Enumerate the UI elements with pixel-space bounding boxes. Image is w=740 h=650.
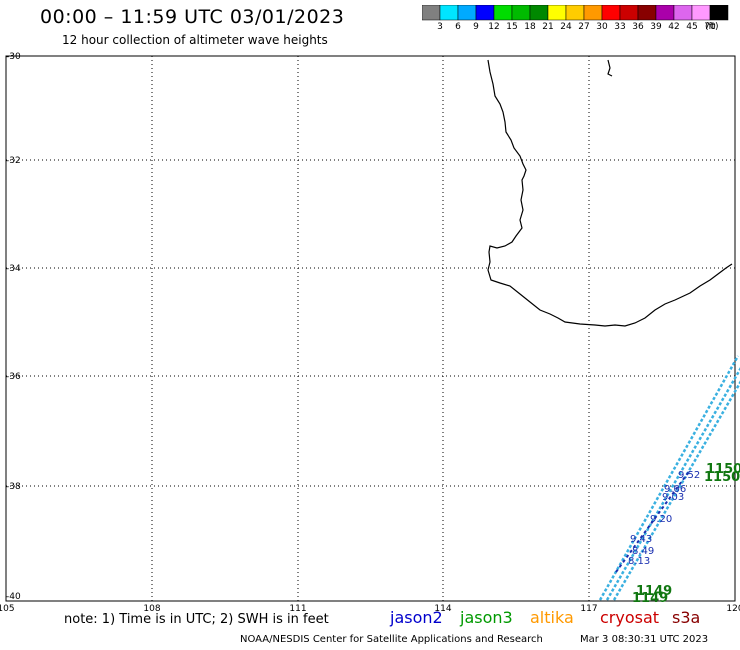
time-label: 1150 — [706, 462, 740, 477]
color-legend-label: 39 — [650, 22, 662, 32]
color-legend-label: 27 — [578, 22, 590, 32]
color-legend-unit: (ft) — [705, 22, 719, 32]
swh-value: 8.13 — [628, 556, 651, 567]
island — [607, 59, 613, 77]
color-legend-label: 33 — [614, 22, 626, 32]
color-legend-label: 18 — [524, 22, 536, 32]
color-legend-label: 3 — [437, 22, 443, 32]
swh-value: 9.06 — [664, 484, 687, 495]
coastline — [487, 59, 733, 327]
credit-line: NOAA/NESDIS Center for Satellite Applica… — [240, 634, 543, 645]
satellite-jason3-label: jason3 — [460, 608, 513, 627]
color-legend-label: 30 — [596, 22, 608, 32]
swh-value: 9.20 — [650, 514, 673, 525]
generated-timestamp: Mar 3 08:30:31 UTC 2023 — [580, 634, 709, 645]
color-legend-label: 9 — [473, 22, 479, 32]
map-frame — [5, 55, 736, 602]
satellite-s3a-label: s3a — [672, 608, 701, 627]
longitude-label: 114 — [434, 604, 452, 614]
color-legend-label: 24 — [560, 22, 572, 32]
color-legend-label: 21 — [542, 22, 554, 32]
color-legend-label: 70 — [704, 22, 716, 32]
latitude-label: -30 — [6, 52, 21, 62]
altimeter-tracks — [598, 355, 740, 601]
time-label: 1149 — [632, 591, 669, 606]
swh-value: 8.49 — [632, 546, 655, 557]
map-title: 00:00 – 11:59 UTC 03/01/2023 — [40, 6, 345, 28]
longitude-label: 117 — [580, 604, 598, 614]
color-legend-label: 36 — [632, 22, 644, 32]
swh-value: 9.03 — [662, 492, 685, 503]
time-label: 1150 — [704, 470, 740, 485]
time-label: 1149 — [636, 584, 673, 599]
color-legend-label: 42 — [668, 22, 680, 32]
latitude-label: -38 — [6, 482, 21, 492]
color-swatch — [709, 5, 729, 21]
longitude-label: 108 — [143, 604, 161, 614]
color-legend-bar — [422, 5, 729, 21]
latitude-label: -36 — [6, 372, 21, 382]
grid-lines — [6, 56, 735, 601]
swh-value: 9.43 — [630, 534, 653, 545]
swh-value: 9.52 — [678, 470, 701, 481]
color-legend-label: 6 — [455, 22, 461, 32]
longitude-label: 111 — [289, 604, 307, 614]
latitude-label: -40 — [6, 592, 21, 602]
satellite-jason2-label: jason2 — [390, 608, 443, 627]
longitude-label: 105 — [0, 604, 15, 614]
color-legend-label: 12 — [488, 22, 500, 32]
map-subtitle: 12 hour collection of altimeter wave hei… — [62, 33, 328, 47]
color-legend-label: 45 — [686, 22, 698, 32]
longitude-label: 120 — [726, 604, 740, 614]
satellite-altika-label: altika — [530, 608, 574, 627]
units-note: note: 1) Time is in UTC; 2) SWH is in fe… — [64, 612, 329, 627]
satellite-cryosat-label: cryosat — [600, 608, 660, 627]
latitude-label: -32 — [6, 156, 21, 166]
latitude-label: -34 — [6, 264, 21, 274]
color-legend-label: 15 — [506, 22, 518, 32]
